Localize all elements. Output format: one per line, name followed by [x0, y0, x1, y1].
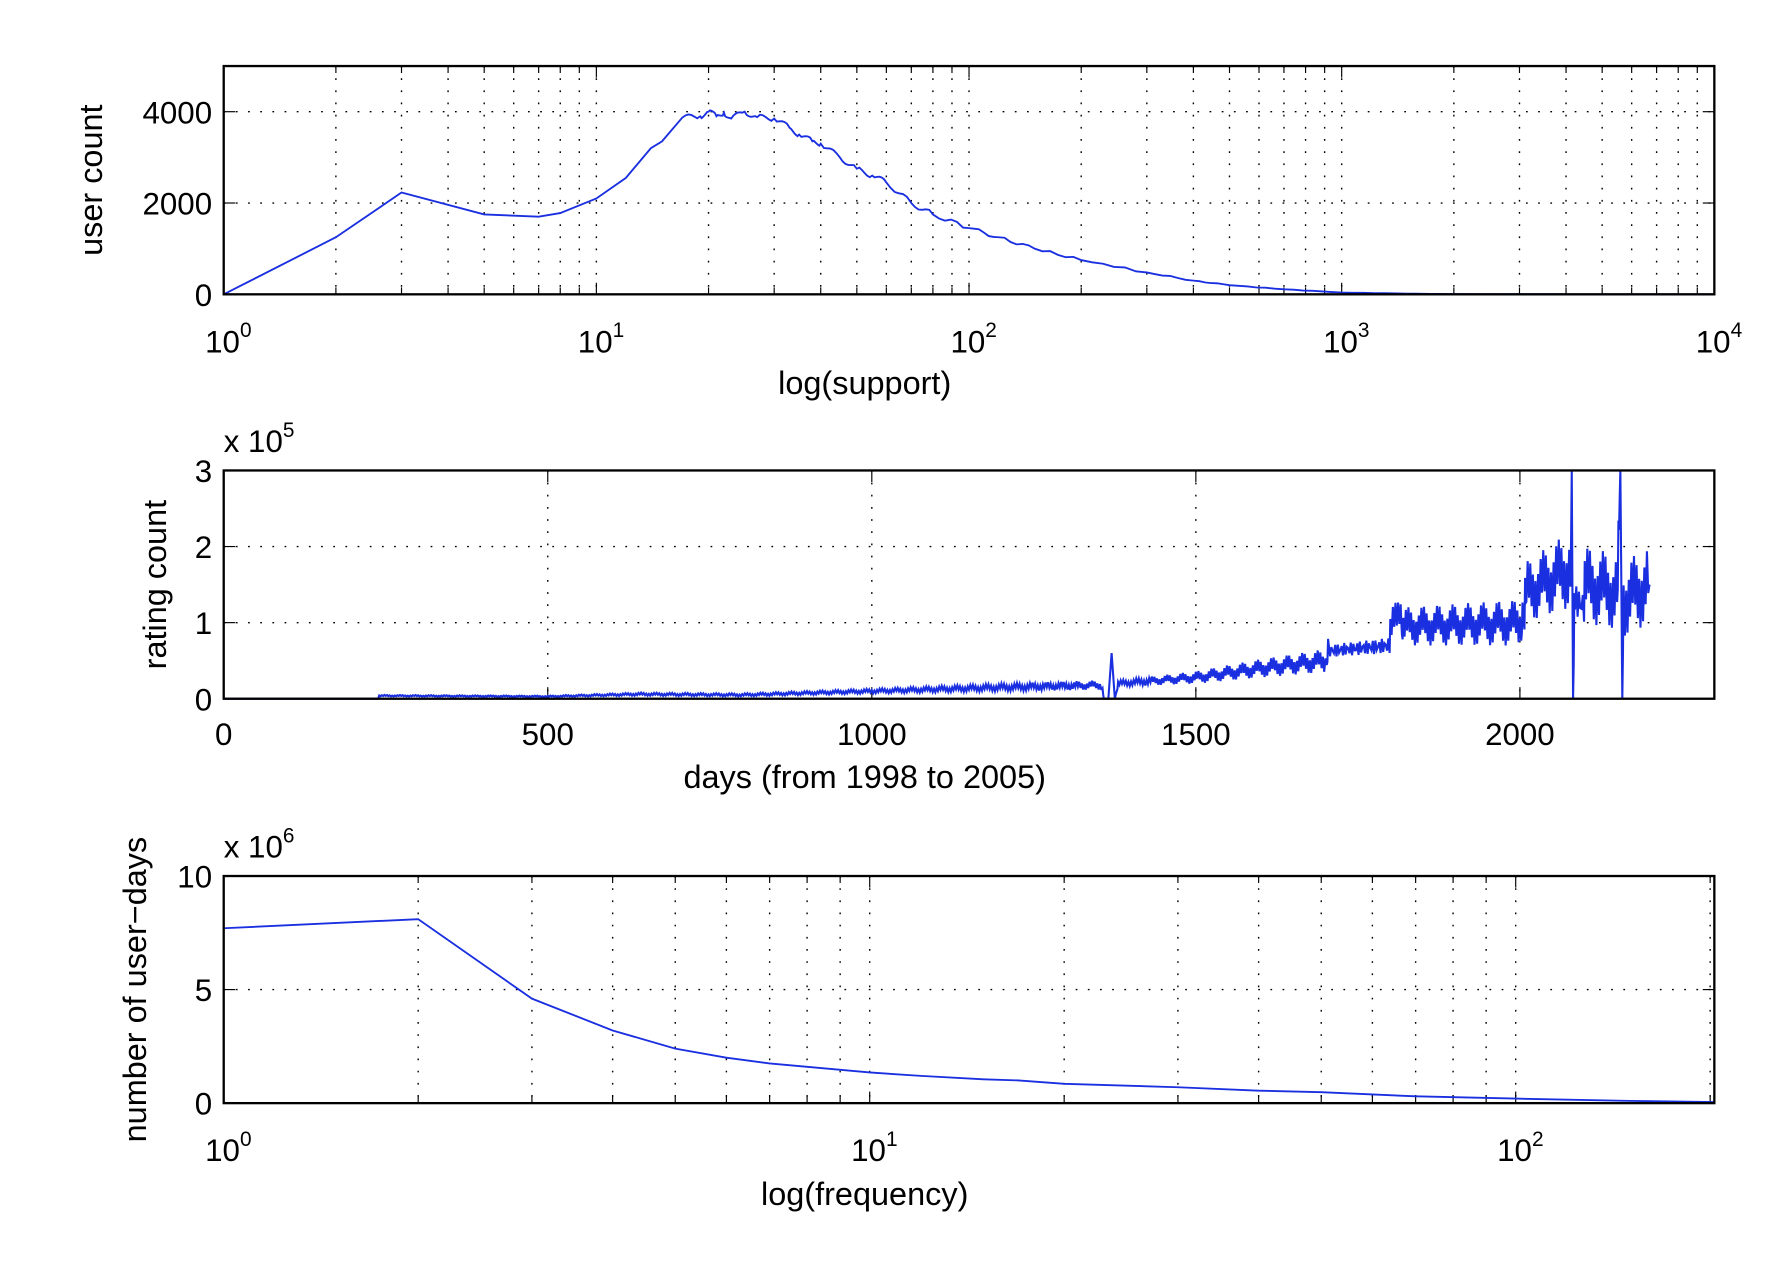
- y-tick-label: 2: [195, 530, 212, 565]
- series-line: [223, 470, 1651, 700]
- x-tick-label: 0: [215, 717, 232, 752]
- x-tick-label: 103: [1323, 319, 1369, 359]
- subplot-1: 0 2000 4000 100 101 102 103 104 log(support) user…: [73, 64, 1742, 401]
- axis-multiplier: x 105: [224, 419, 295, 459]
- y-axis-label: user count: [73, 104, 109, 255]
- x-tick-label: 102: [1497, 1128, 1543, 1168]
- x-tick-label: 1500: [1161, 717, 1231, 752]
- y-tick-label: 4000: [143, 95, 213, 130]
- x-tick-label: 100: [205, 1128, 251, 1168]
- series-line: [223, 918, 1715, 1103]
- y-tick-label: 1: [195, 606, 212, 641]
- y-axis-label: number of user−days: [117, 837, 153, 1143]
- y-tick-label: 2000: [143, 187, 213, 222]
- y-axis-label: rating count: [137, 500, 173, 669]
- y-tick-label: 0: [195, 682, 212, 717]
- y-tick-label: 0: [195, 278, 212, 313]
- x-axis-label: log(support): [778, 365, 951, 401]
- x-tick-label: 102: [950, 319, 996, 359]
- x-tick-label: 101: [578, 319, 624, 359]
- x-axis-label: days (from 1998 to 2005): [683, 759, 1045, 795]
- x-tick-label: 1000: [837, 717, 907, 752]
- y-tick-label: 10: [177, 860, 212, 895]
- x-tick-label: 104: [1696, 319, 1742, 359]
- x-tick-label: 2000: [1485, 717, 1555, 752]
- y-tick-label: 0: [195, 1087, 212, 1122]
- y-tick-label: 5: [195, 973, 212, 1008]
- x-tick-label: 500: [522, 717, 574, 752]
- axes-frame: [222, 469, 1716, 700]
- axis-multiplier: x 106: [224, 824, 295, 864]
- subplot-2: 0 1 2 3 0 500 1000 1500 2000 days (from 1998 to 2…: [137, 419, 1716, 795]
- series-line: [223, 109, 1715, 296]
- x-axis-label: log(frequency): [761, 1176, 968, 1212]
- axes-frame: [222, 64, 1716, 296]
- x-tick-label: 100: [205, 319, 251, 359]
- x-tick-label: 101: [851, 1128, 897, 1168]
- y-tick-label: 3: [195, 454, 212, 489]
- axes-frame: [222, 874, 1716, 1105]
- subplot-3: 0 5 10 100 101 102 log(frequency) number of use…: [117, 824, 1716, 1212]
